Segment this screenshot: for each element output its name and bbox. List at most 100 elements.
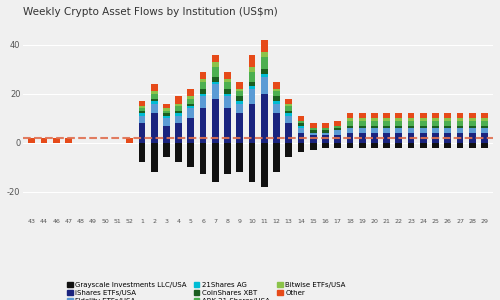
Bar	[396, 143, 402, 148]
Bar	[273, 96, 280, 101]
Bar	[298, 116, 304, 121]
Bar	[444, 118, 451, 121]
Bar	[334, 130, 341, 135]
Bar	[359, 128, 366, 133]
Legend: Grayscale Investments LLC/USA, iShares ETFs/USA, Fidelity ETFs/USA, 21Shares AG,: Grayscale Investments LLC/USA, iShares E…	[64, 279, 348, 300]
Bar	[408, 113, 414, 118]
Bar	[396, 128, 402, 133]
Bar	[444, 133, 451, 143]
Bar	[248, 82, 256, 86]
Bar	[188, 109, 194, 118]
Bar	[151, 99, 158, 101]
Bar	[456, 128, 464, 133]
Bar	[420, 133, 426, 143]
Bar	[408, 143, 414, 148]
Bar	[200, 89, 206, 94]
Bar	[261, 77, 268, 94]
Text: Weekly Crypto Asset Flows by Institution (US$m): Weekly Crypto Asset Flows by Institution…	[23, 7, 278, 17]
Bar	[456, 126, 464, 128]
Bar	[224, 82, 231, 89]
Bar	[224, 109, 231, 143]
Bar	[248, 72, 256, 82]
Bar	[151, 84, 158, 92]
Bar	[334, 121, 341, 126]
Bar	[432, 128, 439, 133]
Bar	[408, 121, 414, 126]
Bar	[371, 133, 378, 143]
Bar	[346, 113, 354, 118]
Bar	[383, 126, 390, 128]
Bar	[310, 130, 316, 133]
Bar	[236, 113, 243, 143]
Bar	[151, 101, 158, 104]
Bar	[163, 111, 170, 113]
Bar	[286, 99, 292, 103]
Bar	[359, 121, 366, 126]
Bar	[28, 138, 35, 143]
Bar	[163, 118, 170, 126]
Bar	[346, 118, 354, 121]
Bar	[286, 111, 292, 113]
Bar	[444, 143, 451, 148]
Bar	[481, 121, 488, 126]
Bar	[334, 126, 341, 128]
Bar	[396, 133, 402, 143]
Bar	[224, 94, 231, 96]
Bar	[273, 113, 280, 143]
Bar	[236, 96, 243, 101]
Bar	[432, 118, 439, 121]
Bar	[469, 126, 476, 128]
Bar	[359, 133, 366, 143]
Bar	[420, 113, 426, 118]
Bar	[175, 116, 182, 123]
Bar	[396, 113, 402, 118]
Bar	[248, 86, 256, 89]
Bar	[248, 143, 256, 182]
Bar	[163, 103, 170, 109]
Bar	[224, 72, 231, 79]
Bar	[371, 118, 378, 121]
Bar	[286, 103, 292, 106]
Bar	[224, 79, 231, 82]
Bar	[212, 55, 218, 62]
Bar	[138, 109, 145, 111]
Bar	[163, 143, 170, 157]
Bar	[212, 143, 218, 182]
Bar	[224, 96, 231, 109]
Bar	[200, 109, 206, 143]
Bar	[286, 116, 292, 123]
Bar	[346, 133, 354, 143]
Bar	[200, 72, 206, 79]
Bar	[298, 143, 304, 152]
Bar	[456, 143, 464, 148]
Bar	[236, 89, 243, 92]
Bar	[163, 109, 170, 111]
Bar	[383, 118, 390, 121]
Bar	[371, 143, 378, 148]
Bar	[481, 118, 488, 121]
Bar	[481, 143, 488, 148]
Bar	[371, 113, 378, 118]
Bar	[200, 79, 206, 82]
Bar	[261, 40, 268, 52]
Bar	[138, 111, 145, 113]
Bar	[261, 74, 268, 77]
Bar	[188, 106, 194, 109]
Bar	[396, 126, 402, 128]
Bar	[432, 126, 439, 128]
Bar	[310, 135, 316, 143]
Bar	[286, 123, 292, 143]
Bar	[408, 118, 414, 121]
Bar	[248, 67, 256, 72]
Bar	[138, 116, 145, 123]
Bar	[359, 113, 366, 118]
Bar	[188, 118, 194, 143]
Bar	[310, 128, 316, 130]
Bar	[420, 128, 426, 133]
Bar	[432, 113, 439, 118]
Bar	[273, 82, 280, 89]
Bar	[383, 121, 390, 126]
Bar	[371, 126, 378, 128]
Bar	[151, 92, 158, 94]
Bar	[432, 143, 439, 148]
